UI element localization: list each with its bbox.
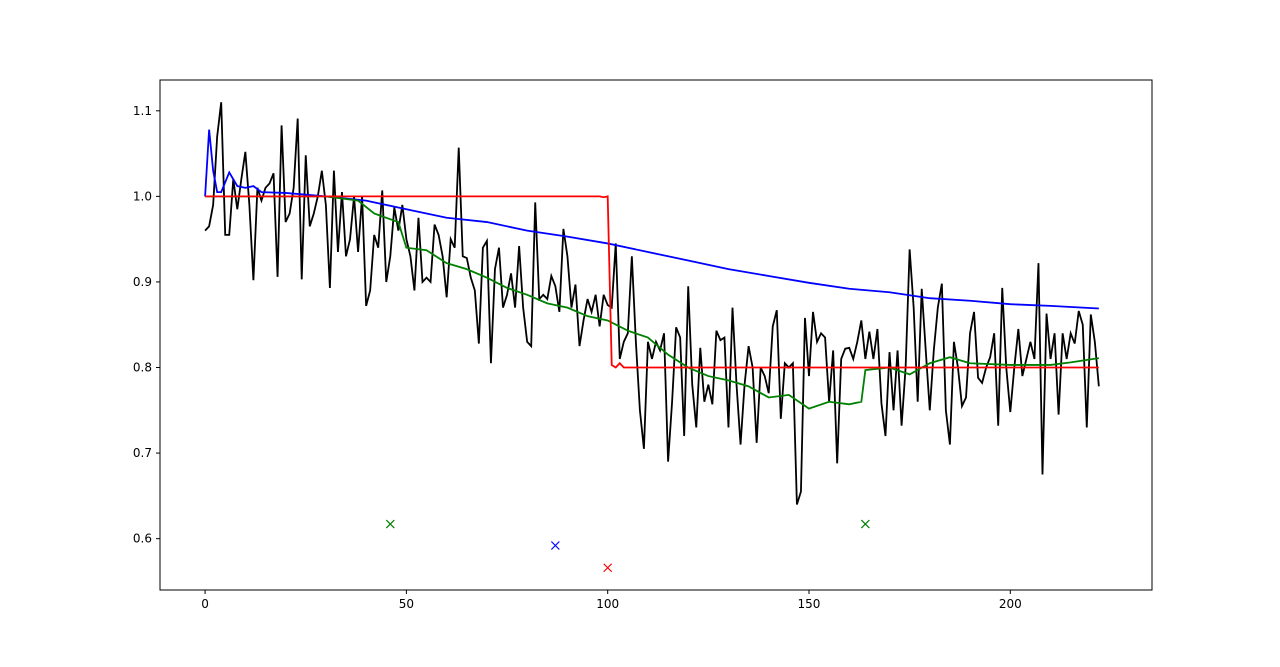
y-tick-label: 0.9	[133, 275, 152, 289]
x-tick-label: 0	[201, 597, 209, 611]
y-tick-label: 0.8	[133, 361, 152, 375]
y-tick-label: 0.6	[133, 532, 152, 546]
x-tick-label: 100	[596, 597, 619, 611]
marker	[603, 563, 613, 573]
plot-frame	[159, 79, 1153, 591]
x-tick-label: 150	[798, 597, 821, 611]
x-tick-label: 200	[999, 597, 1022, 611]
marker	[860, 519, 870, 529]
y-tick-label: 0.7	[133, 446, 152, 460]
line	[204, 102, 1100, 505]
x-tick-label: 50	[399, 597, 414, 611]
y-tick-label: 1.0	[133, 189, 152, 203]
marker	[385, 519, 395, 529]
marker	[550, 541, 560, 550]
y-tick-label: 1.1	[133, 104, 152, 118]
line	[205, 195, 1099, 369]
line	[204, 129, 1099, 310]
